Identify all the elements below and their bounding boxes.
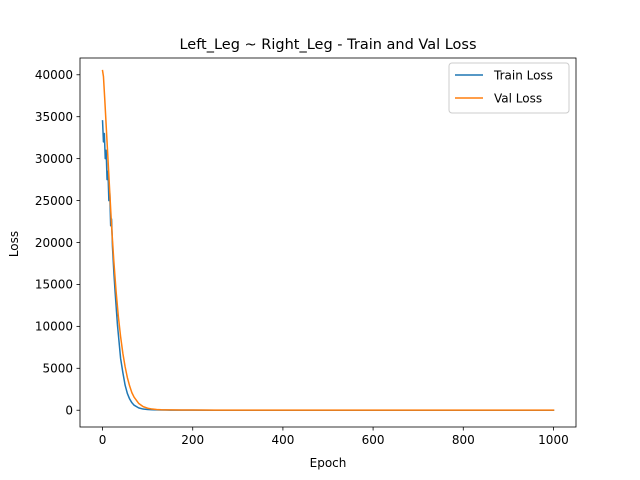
x-tick-label: 200 <box>181 433 204 447</box>
y-tick-label: 20000 <box>35 236 73 250</box>
y-tick-label: 35000 <box>35 110 73 124</box>
x-tick-label: 400 <box>271 433 294 447</box>
legend: Train Loss Val Loss <box>448 62 570 114</box>
y-tick-label: 15000 <box>35 278 73 292</box>
x-tick-label: 600 <box>362 433 385 447</box>
y-tick-label: 30000 <box>35 152 73 166</box>
legend-val-label: Val Loss <box>494 92 542 106</box>
y-tick-label: 5000 <box>42 362 73 376</box>
y-tick-label: 25000 <box>35 194 73 208</box>
x-tick-label: 1000 <box>538 433 569 447</box>
y-tick-label: 40000 <box>35 68 73 82</box>
y-tick-label: 10000 <box>35 320 73 334</box>
x-axis-label: Epoch <box>310 456 347 470</box>
x-tick-label: 0 <box>99 433 107 447</box>
chart-title: Left_Leg ~ Right_Leg - Train and Val Los… <box>179 37 476 53</box>
series-line-val-loss <box>101 69 555 411</box>
y-axis-label: Loss <box>7 231 21 257</box>
x-tick-label: 800 <box>452 433 475 447</box>
legend-train-label: Train Loss <box>493 69 553 83</box>
y-tick-label: 0 <box>65 404 73 418</box>
